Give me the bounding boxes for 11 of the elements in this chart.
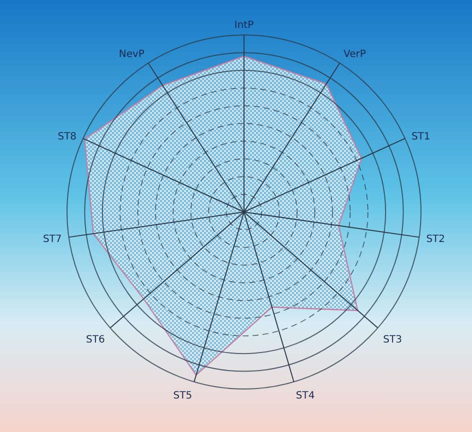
spoke-label: ST8 [58, 132, 77, 143]
spoke-label: NevP [118, 49, 144, 60]
spoke-label: VerP [344, 49, 366, 60]
spoke-label: IntP [234, 20, 254, 31]
spoke-label: ST2 [426, 234, 446, 246]
spoke-label: ST3 [383, 334, 402, 346]
spoke-label: ST1 [411, 132, 430, 143]
spoke-label: ST6 [86, 334, 105, 346]
spoke-label: ST7 [42, 234, 62, 246]
spoke-label: ST5 [173, 390, 192, 402]
spoke-label: ST4 [296, 390, 315, 402]
